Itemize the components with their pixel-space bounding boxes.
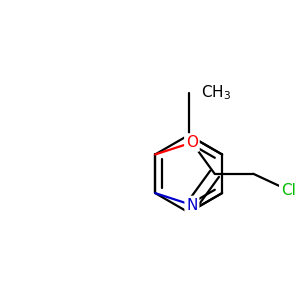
Text: Cl: Cl <box>281 183 296 198</box>
Text: CH$_3$: CH$_3$ <box>200 83 231 102</box>
Text: N: N <box>186 197 198 212</box>
Text: O: O <box>186 135 198 150</box>
